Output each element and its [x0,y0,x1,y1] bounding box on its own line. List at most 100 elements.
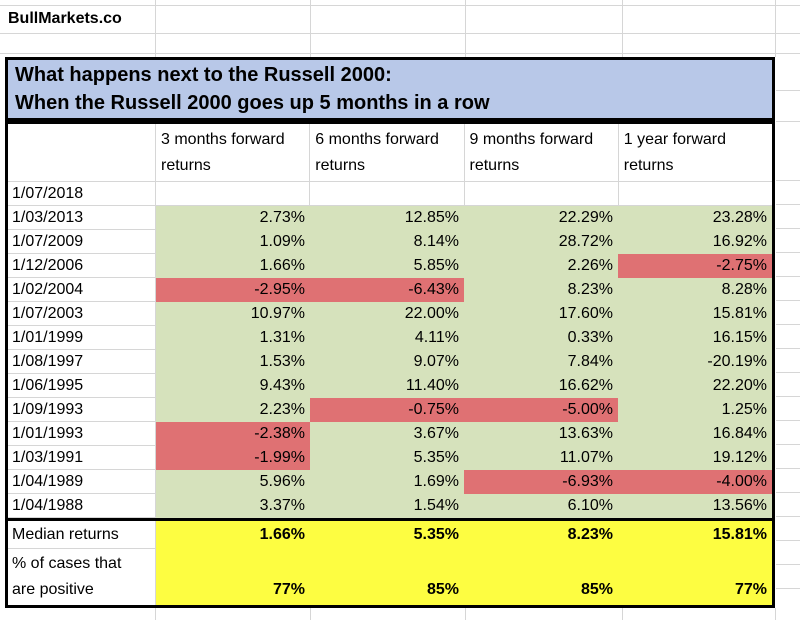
value-cell[interactable]: 11.40% [310,374,464,398]
value-cell[interactable]: 1.31% [156,326,310,350]
value-cell[interactable]: 13.63% [464,422,618,446]
date-cell[interactable]: 1/07/2003 [8,302,156,326]
value-cell[interactable]: 8.28% [618,278,772,302]
value-cell[interactable]: -5.00% [464,398,618,422]
value-cell[interactable]: 5.96% [156,470,310,494]
value-cell[interactable]: 22.29% [464,206,618,230]
value-cell[interactable]: 0.33% [464,326,618,350]
value-cell[interactable]: -6.93% [464,470,618,494]
gridline [155,608,156,620]
value-cell[interactable]: 13.56% [618,494,772,518]
gridline [776,468,800,469]
value-cell[interactable]: 2.26% [464,254,618,278]
gridline [0,33,800,34]
value-cell[interactable]: 4.11% [310,326,464,350]
percent-positive-value-cell[interactable]: 77% [618,549,772,605]
gridline [776,372,800,373]
column-header-cell[interactable]: 1 year forward returns [618,124,772,182]
date-cell[interactable]: 1/04/1989 [8,470,156,494]
value-cell[interactable]: 3.67% [310,422,464,446]
value-cell[interactable]: 22.20% [618,374,772,398]
title-banner: What happens next to the Russell 2000: W… [5,57,775,121]
value-cell[interactable] [310,182,465,206]
percent-positive-value-cell[interactable]: 77% [156,549,310,605]
date-cell[interactable]: 1/02/2004 [8,278,156,302]
value-cell[interactable]: -1.99% [156,446,310,470]
value-cell[interactable]: 1.69% [310,470,464,494]
value-cell[interactable] [156,182,311,206]
value-cell[interactable]: 17.60% [464,302,618,326]
date-cell[interactable]: 1/04/1988 [8,494,156,518]
table-row: 1/06/1995 9.43% 11.40% 16.62% 22.20% [8,374,772,398]
value-cell[interactable]: -2.95% [156,278,310,302]
value-cell[interactable]: 5.35% [310,446,464,470]
median-value-cell[interactable]: 15.81% [618,521,772,549]
value-cell[interactable]: 9.43% [156,374,310,398]
value-cell[interactable]: 16.62% [464,374,618,398]
gridline [776,540,800,541]
value-cell[interactable]: 16.84% [618,422,772,446]
median-value-cell[interactable]: 5.35% [310,521,464,549]
value-cell[interactable]: -6.43% [310,278,464,302]
value-cell[interactable]: 8.23% [464,278,618,302]
value-cell[interactable]: 3.37% [156,494,310,518]
value-cell[interactable]: -4.00% [618,470,772,494]
median-values: 1.66% 5.35% 8.23% 15.81% [156,521,772,549]
gridline [310,608,311,620]
date-cell[interactable]: 1/07/2018 [8,182,156,206]
table-row: 1/01/1993 -2.38% 3.67% 13.63% 16.84% [8,422,772,446]
date-cell[interactable]: 1/06/1995 [8,374,156,398]
median-value-cell[interactable]: 8.23% [464,521,618,549]
column-header-cell[interactable]: 9 months forward returns [464,124,619,182]
gridline [776,228,800,229]
gridline [776,252,800,253]
value-cell[interactable]: 12.85% [310,206,464,230]
value-cell[interactable]: 5.85% [310,254,464,278]
value-cell[interactable]: 28.72% [464,230,618,254]
value-cell[interactable]: 1.25% [618,398,772,422]
value-cell[interactable]: 1.53% [156,350,310,374]
value-cell[interactable]: 11.07% [464,446,618,470]
value-cell[interactable]: 2.73% [156,206,310,230]
date-cell[interactable]: 1/07/2009 [8,230,156,254]
percent-positive-value-cell[interactable]: 85% [310,549,464,605]
value-cell[interactable]: 1.54% [310,494,464,518]
value-cell[interactable]: 19.12% [618,446,772,470]
value-cell[interactable]: 8.14% [310,230,464,254]
value-cell[interactable]: 23.28% [618,206,772,230]
date-cell[interactable]: 1/01/1993 [8,422,156,446]
date-cell[interactable]: 1/01/1999 [8,326,156,350]
date-cell[interactable]: 1/03/1991 [8,446,156,470]
value-cell[interactable]: 10.97% [156,302,310,326]
value-cell[interactable]: 9.07% [310,350,464,374]
brand-cell[interactable]: BullMarkets.co [8,10,122,27]
median-label-cell[interactable]: Median returns [8,521,156,549]
value-cell[interactable]: 22.00% [310,302,464,326]
value-cell[interactable]: 1.09% [156,230,310,254]
title-line-1: What happens next to the Russell 2000: [15,64,392,86]
value-cell[interactable]: 2.23% [156,398,310,422]
value-cell[interactable] [464,182,619,206]
gridline [622,608,623,620]
column-header-cell[interactable]: 6 months forward returns [310,124,465,182]
value-cell[interactable]: 1.66% [156,254,310,278]
value-cell[interactable] [618,182,772,206]
percent-positive-label-cell[interactable]: % of cases that are positive [8,549,156,605]
date-cell[interactable]: 1/12/2006 [8,254,156,278]
value-cell[interactable]: 16.15% [618,326,772,350]
column-header-cell[interactable]: 3 months forward returns [156,124,311,182]
value-cell[interactable]: 16.92% [618,230,772,254]
value-cell[interactable]: 6.10% [464,494,618,518]
value-cell[interactable]: -20.19% [618,350,772,374]
value-cell[interactable]: -2.38% [156,422,310,446]
value-cell[interactable]: -0.75% [310,398,464,422]
header-date-cell[interactable] [8,124,156,182]
median-value-cell[interactable]: 1.66% [156,521,310,549]
percent-positive-value-cell[interactable]: 85% [464,549,618,605]
date-cell[interactable]: 1/08/1997 [8,350,156,374]
value-cell[interactable]: 15.81% [618,302,772,326]
date-cell[interactable]: 1/09/1993 [8,398,156,422]
date-cell[interactable]: 1/03/2013 [8,206,156,230]
value-cell[interactable]: -2.75% [618,254,772,278]
value-cell[interactable]: 7.84% [464,350,618,374]
